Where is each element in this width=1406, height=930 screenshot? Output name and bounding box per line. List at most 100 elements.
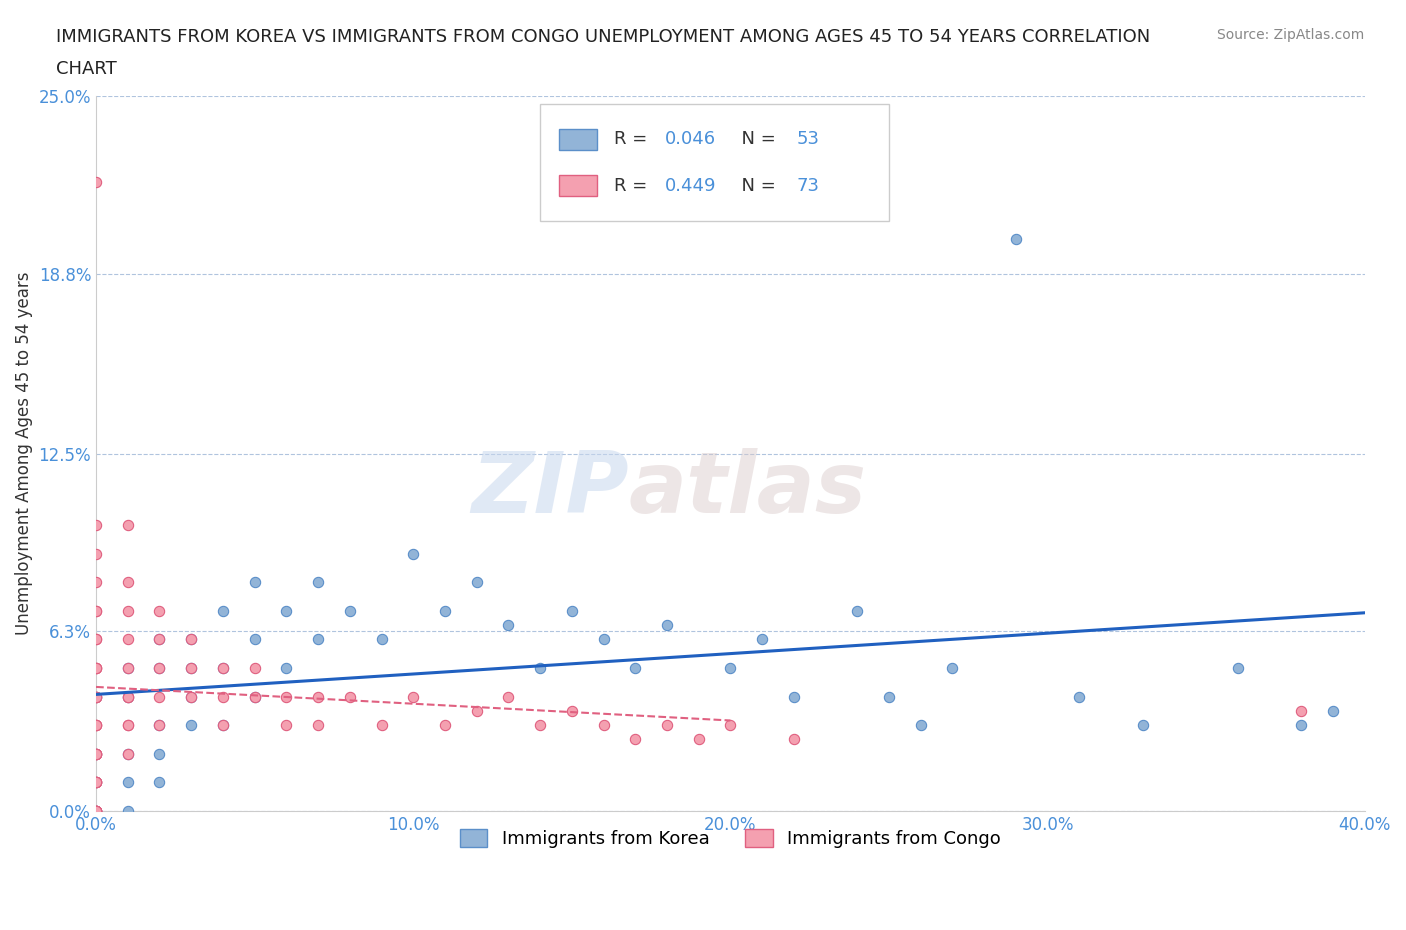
Point	[84, 804, 107, 818]
Point	[624, 660, 647, 675]
Point	[117, 718, 139, 733]
Point	[84, 747, 107, 762]
Point	[117, 518, 139, 533]
Point	[783, 732, 806, 747]
Point	[84, 689, 107, 704]
Point	[117, 689, 139, 704]
Point	[276, 718, 298, 733]
Point	[276, 660, 298, 675]
Point	[720, 718, 742, 733]
Point	[402, 546, 425, 561]
Point	[84, 689, 107, 704]
Text: N =: N =	[731, 177, 782, 194]
Point	[307, 632, 329, 647]
Point	[243, 689, 266, 704]
Text: atlas: atlas	[628, 448, 868, 531]
Point	[84, 775, 107, 790]
Point	[84, 747, 107, 762]
Point	[212, 660, 235, 675]
Point	[180, 718, 202, 733]
Point	[592, 718, 614, 733]
Point	[84, 632, 107, 647]
Point	[84, 747, 107, 762]
Point	[84, 718, 107, 733]
Point	[180, 660, 202, 675]
Point	[655, 718, 678, 733]
Point	[243, 689, 266, 704]
Point	[117, 747, 139, 762]
Point	[846, 604, 869, 618]
Point	[529, 660, 551, 675]
Point	[1005, 232, 1028, 246]
Point	[1291, 718, 1313, 733]
Point	[1132, 718, 1154, 733]
Text: CHART: CHART	[56, 60, 117, 78]
Point	[84, 775, 107, 790]
Point	[84, 747, 107, 762]
Point	[276, 689, 298, 704]
Point	[148, 632, 170, 647]
Legend: Immigrants from Korea, Immigrants from Congo: Immigrants from Korea, Immigrants from C…	[450, 818, 1011, 859]
Point	[84, 775, 107, 790]
Point	[751, 632, 773, 647]
Point	[117, 632, 139, 647]
Text: Source: ZipAtlas.com: Source: ZipAtlas.com	[1216, 28, 1364, 42]
Point	[529, 718, 551, 733]
Point	[212, 718, 235, 733]
Point	[276, 604, 298, 618]
Point	[84, 604, 107, 618]
Point	[212, 604, 235, 618]
Point	[84, 660, 107, 675]
Point	[84, 175, 107, 190]
Point	[117, 660, 139, 675]
Text: N =: N =	[731, 130, 782, 148]
Point	[720, 660, 742, 675]
Point	[84, 804, 107, 818]
Point	[84, 546, 107, 561]
Point	[84, 689, 107, 704]
Point	[498, 618, 520, 632]
Point	[592, 632, 614, 647]
FancyBboxPatch shape	[560, 175, 598, 196]
Point	[465, 575, 488, 590]
Point	[370, 632, 392, 647]
Text: R =: R =	[613, 130, 652, 148]
Point	[339, 604, 361, 618]
Point	[212, 689, 235, 704]
Text: 53: 53	[796, 130, 820, 148]
Point	[877, 689, 900, 704]
FancyBboxPatch shape	[540, 103, 889, 221]
Point	[148, 747, 170, 762]
Point	[561, 604, 583, 618]
Text: 0.449: 0.449	[665, 177, 716, 194]
Point	[402, 689, 425, 704]
Point	[117, 689, 139, 704]
Point	[307, 575, 329, 590]
Point	[910, 718, 932, 733]
Point	[243, 660, 266, 675]
Text: 0.046: 0.046	[665, 130, 716, 148]
Point	[624, 732, 647, 747]
Point	[84, 804, 107, 818]
Point	[180, 689, 202, 704]
Point	[84, 518, 107, 533]
Point	[212, 660, 235, 675]
Point	[1069, 689, 1091, 704]
Point	[148, 718, 170, 733]
Point	[243, 575, 266, 590]
Point	[433, 604, 456, 618]
Point	[941, 660, 963, 675]
Point	[180, 660, 202, 675]
Point	[180, 632, 202, 647]
Point	[1291, 703, 1313, 718]
Point	[561, 703, 583, 718]
Point	[243, 632, 266, 647]
Point	[84, 660, 107, 675]
Point	[1322, 703, 1344, 718]
Point	[117, 804, 139, 818]
Point	[148, 632, 170, 647]
Point	[117, 747, 139, 762]
Point	[84, 775, 107, 790]
Point	[84, 804, 107, 818]
Point	[433, 718, 456, 733]
